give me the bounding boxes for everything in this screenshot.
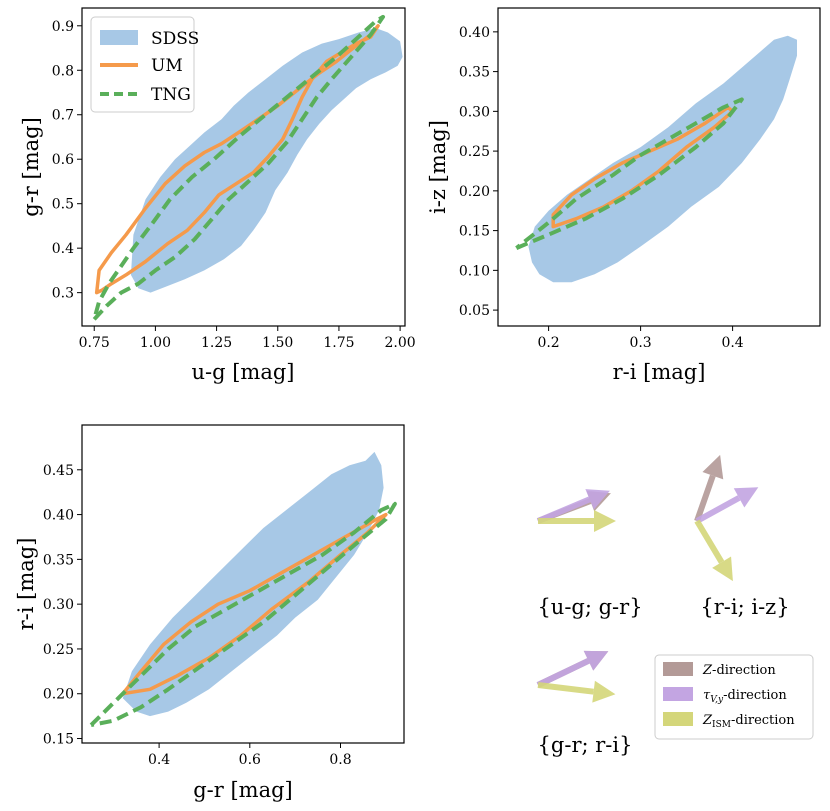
y-tick-label: 0.8 [52, 63, 74, 79]
sdss-region [122, 451, 384, 717]
arrow-head [712, 556, 733, 582]
y-axis-label: i-z [mag] [426, 120, 450, 214]
arrow-head [594, 510, 616, 532]
direction-arrow-zism [538, 510, 616, 532]
y-tick-label: 0.3 [52, 286, 74, 302]
y-tick-label: 0.05 [459, 303, 490, 319]
y-tick-label: 0.10 [459, 263, 490, 279]
direction-arrow-tau [695, 487, 759, 524]
y-tick-label: 0.25 [43, 642, 74, 658]
y-tick-label: 0.20 [459, 184, 490, 200]
plot-area [92, 14, 403, 321]
plot-area [515, 35, 797, 283]
y-tick-label: 0.5 [52, 197, 74, 213]
legend-label-tng: TNG [151, 85, 191, 105]
direction-legend: Z-direction τV,y-direction ZISM-directio… [654, 654, 814, 740]
x-tick-label: 0.4 [721, 335, 743, 351]
x-tick-label: 1.00 [140, 335, 171, 351]
x-tick-label: 1.50 [262, 335, 293, 351]
x-axis-label: r-i [mag] [613, 360, 706, 384]
y-tick-label: 0.45 [43, 463, 74, 479]
um-contour [94, 24, 380, 295]
panel-gr-ri: 0.4 0.6 0.8 0.15 0.20 0.25 0.30 0.35 0.40 0.45 g-… [14, 424, 405, 802]
arrows [694, 454, 759, 582]
x-tick-label: 2.00 [385, 335, 416, 351]
arrow-shaft [694, 474, 716, 522]
y-tick-label: 0.35 [459, 65, 490, 81]
arrow-head [592, 680, 616, 703]
panel-ri-iz: 0.2 0.3 0.4 0.05 0.10 0.15 0.20 0.25 0.30 0.35 0.4… [426, 7, 821, 384]
direction-arrow-zism [537, 680, 616, 703]
x-tick-label: 0.6 [239, 752, 261, 768]
arrow-group-label: {g-r; r-i} [538, 733, 633, 757]
arrow-head [585, 489, 610, 510]
y-axis-label: r-i [mag] [14, 538, 38, 631]
x-tick-label: 1.25 [201, 335, 232, 351]
legend-box [654, 654, 814, 740]
legend-label-sdss: SDSS [151, 29, 199, 49]
legend-label-um: UM [151, 56, 183, 76]
tng-contour [89, 501, 397, 728]
plot-area [89, 451, 397, 728]
y-tick-label: 0.9 [52, 19, 74, 35]
y-tick-label: 0.6 [52, 152, 74, 168]
legend-label-tau: τV,y-direction [703, 688, 787, 705]
x-tick-label: 0.8 [329, 752, 351, 768]
axis-ticks: 0.75 1.00 1.25 1.50 1.75 2.00 0.3 0.4 0.5 0.6 0.7 0… [52, 19, 416, 351]
tng-contour [92, 14, 385, 321]
y-tick-label: 0.40 [43, 508, 74, 524]
y-tick-label: 0.25 [459, 144, 490, 160]
arrows [536, 489, 616, 532]
y-tick-label: 0.15 [459, 224, 490, 240]
y-tick-label: 0.20 [43, 687, 74, 703]
arrow-shaft [536, 496, 591, 524]
legend-swatch-sdss [100, 30, 138, 45]
arrow-shaft [694, 519, 725, 564]
x-axis-label: u-g [mag] [191, 360, 294, 384]
chart-legend: SDSS UM TNG [90, 16, 199, 113]
arrow-group-ug-gr: {u-g; g-r} [536, 489, 643, 619]
x-tick-label: 1.75 [323, 335, 354, 351]
arrow-group-label: {u-g; g-r} [537, 595, 642, 619]
panel-ug-gr: 0.75 1.00 1.25 1.50 1.75 2.00 0.3 0.4 0.5 0.6 0.7 0… [19, 7, 416, 384]
arrows [536, 650, 616, 703]
y-tick-label: 0.4 [52, 241, 74, 257]
legend-swatch-zism [663, 712, 693, 726]
y-tick-label: 0.30 [459, 104, 490, 120]
direction-arrow-tau [536, 650, 609, 688]
legend-label-z: Z-direction [702, 663, 776, 678]
arrow-group-label: {r-i; i-z} [700, 595, 789, 619]
arrow-shaft [537, 682, 594, 695]
arrow-shaft [536, 658, 590, 688]
y-axis-label: g-r [mag] [19, 117, 43, 217]
legend-swatch-z [663, 662, 693, 676]
sdss-region [528, 35, 797, 283]
y-tick-label: 0.35 [43, 552, 74, 568]
axis-ticks: 0.2 0.3 0.4 0.05 0.10 0.15 0.20 0.25 0.30 0.35 0.4… [459, 25, 744, 351]
direction-arrow-z [694, 454, 724, 522]
x-tick-label: 0.4 [148, 752, 170, 768]
y-tick-label: 0.40 [459, 25, 490, 41]
tng-contour [515, 97, 744, 250]
y-tick-label: 0.30 [43, 597, 74, 613]
direction-arrow-tau [536, 489, 610, 524]
x-tick-label: 0.75 [79, 335, 110, 351]
direction-arrow-zism [694, 519, 733, 582]
x-axis-label: g-r [mag] [193, 778, 293, 802]
arrow-shaft [695, 495, 741, 524]
y-tick-label: 0.15 [43, 732, 74, 748]
arrow-head [583, 650, 609, 671]
axis-ticks: 0.4 0.6 0.8 0.15 0.20 0.25 0.30 0.35 0.40 0.45 [43, 463, 352, 768]
um-contour [121, 512, 388, 696]
y-tick-label: 0.7 [52, 108, 74, 124]
arrow-head [733, 487, 759, 508]
arrow-group-gr-ri: {g-r; r-i} [536, 650, 633, 757]
legend-swatch-tau [663, 687, 693, 701]
arrow-group-ri-iz: {r-i; i-z} [694, 454, 790, 619]
arrow-head [702, 454, 724, 480]
legend-label-zism: ZISM-direction [702, 713, 795, 730]
x-tick-label: 0.3 [629, 335, 651, 351]
x-tick-label: 0.2 [537, 335, 559, 351]
